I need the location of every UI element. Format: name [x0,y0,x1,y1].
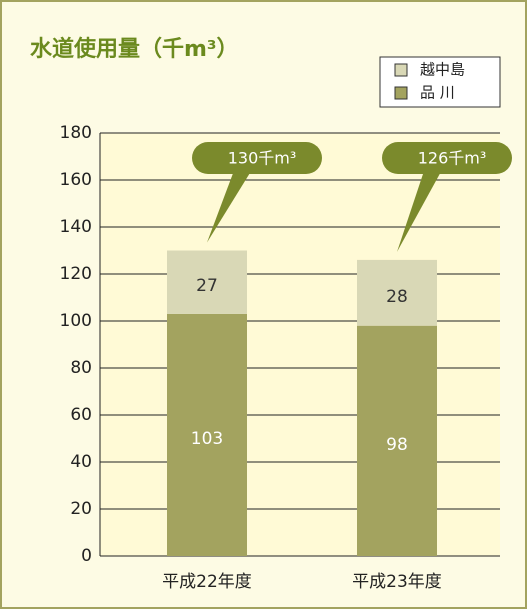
bar-segment [167,250,247,314]
y-tick-label: 20 [70,499,92,519]
y-tick-label: 180 [60,123,92,143]
x-tick-label: 平成22年度 [162,572,252,592]
legend-swatch [394,86,408,100]
plot-area [100,133,500,556]
callout [192,142,322,174]
y-tick-label: 120 [60,264,92,284]
chart-title: 水道使用量（千m³） [30,36,239,62]
y-tick-label: 0 [81,546,92,566]
callout-tail [397,168,443,252]
y-tick-label: 40 [70,452,92,472]
legend-label: 品 川 [420,84,455,102]
data-label: 28 [386,287,408,307]
callout-tail [207,168,253,243]
data-label: 27 [196,276,218,296]
data-label: 98 [386,435,408,455]
annotation: 130千m³ [228,149,297,168]
legend-swatch [394,63,408,77]
y-tick-label: 160 [60,170,92,190]
y-tick-label: 60 [70,405,92,425]
bar-segment [357,259,437,326]
y-tick-label: 80 [70,358,92,378]
y-tick-label: 100 [60,311,92,331]
data-label: 103 [191,429,223,449]
legend-label: 越中島 [420,61,465,79]
bar-segment [357,325,437,556]
bar-segment [167,313,247,556]
annotation: 126千m³ [418,149,487,168]
callout [382,142,512,174]
x-tick-label: 平成23年度 [352,572,442,592]
y-tick-label: 140 [60,217,92,237]
